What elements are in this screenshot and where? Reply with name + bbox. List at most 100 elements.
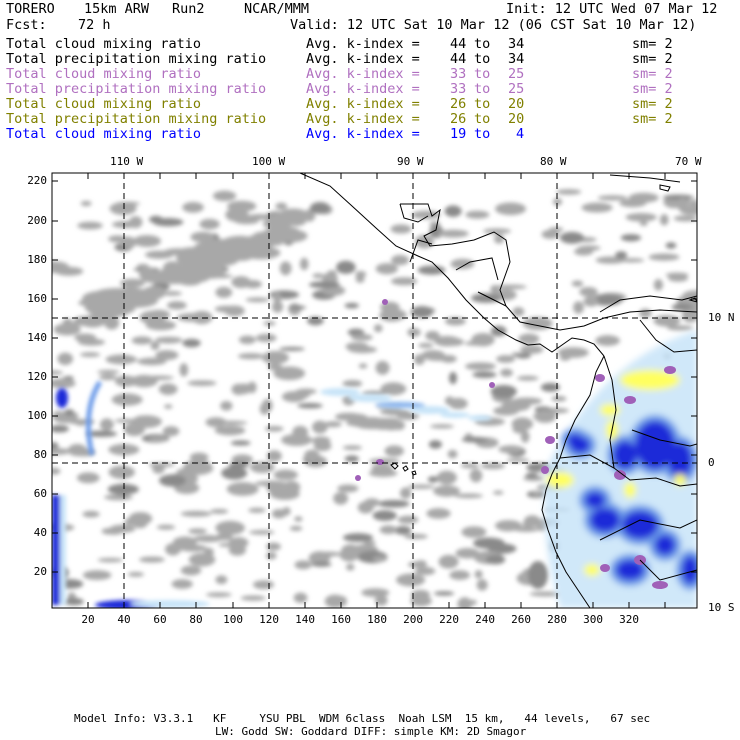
physics-info: LW: Godd SW: Goddard DIFF: simple KM: 2D…: [215, 725, 527, 738]
cloud-blob: [396, 573, 426, 587]
cloud-blob: [540, 382, 560, 392]
legend-row: Total precipitation mixing ratio Avg. k-i…: [6, 51, 736, 67]
cloud-blob: [164, 404, 173, 409]
cloud-blob: [120, 278, 145, 288]
cloud-blob: [415, 567, 436, 576]
cloud-blob: [449, 570, 471, 580]
plot-frame: [51, 172, 698, 609]
cloud-blob: [444, 317, 466, 326]
cloud-blob: [188, 528, 207, 535]
cloud-blob: [273, 366, 306, 381]
cloud-blob: [342, 380, 363, 388]
cloud-blob: [256, 236, 274, 250]
cloud-blob: [86, 430, 118, 438]
y-tick-label: 120: [27, 370, 48, 383]
precip-blob: [682, 556, 697, 584]
cloud-blob: [150, 341, 160, 351]
legend-row: Total cloud mixing ratio Avg. k-index = 33…: [6, 66, 736, 82]
cloud-blob: [173, 536, 198, 548]
cloud-blob: [364, 498, 380, 507]
cloud-blob: [294, 516, 303, 522]
magenta-blob: [545, 436, 555, 444]
magenta-blob: [541, 466, 549, 474]
cloud-blob: [263, 321, 276, 326]
cloud-blob: [333, 492, 349, 505]
cloud-blob: [281, 433, 313, 446]
cloud-blob: [248, 530, 275, 535]
coastline: [639, 319, 697, 353]
cloud-blob: [57, 352, 73, 366]
legend-smoothing: sm= 2: [632, 111, 673, 127]
yellow-blob: [620, 370, 680, 390]
cloud-blob: [180, 510, 212, 517]
cloud-blob: [127, 572, 145, 577]
cloud-blob: [344, 455, 359, 463]
magenta-blob: [600, 564, 610, 572]
latitude-label: 10 S: [708, 601, 735, 614]
cloud-blob: [468, 599, 477, 606]
legend-field: Total cloud mixing ratio: [6, 36, 202, 52]
yellow-blob: [600, 404, 620, 416]
cloud-blob: [104, 494, 133, 501]
x-tick-label: 20: [81, 613, 95, 626]
coastline: [631, 429, 697, 447]
legend-to-word: to: [474, 126, 491, 142]
precip-blob: [130, 600, 210, 608]
cloud-blob: [659, 214, 669, 226]
legend-field: Total precipitation mixing ratio: [6, 111, 267, 127]
cloud-blob: [429, 424, 454, 429]
cloud-blob: [433, 485, 461, 497]
cloud-blob: [420, 591, 430, 597]
cloud-blob: [372, 555, 388, 563]
longitude-label: 90 W: [397, 155, 424, 168]
cloud-blob: [289, 525, 303, 532]
cloud-blob: [473, 537, 505, 549]
model-name: TORERO: [6, 1, 55, 17]
precip-blob: [348, 394, 392, 402]
cloud-blob: [341, 544, 360, 559]
cloud-blob: [215, 286, 233, 298]
cloud-blob: [374, 595, 388, 606]
cloud-blob: [410, 305, 433, 318]
cloud-blob: [249, 461, 275, 474]
coastline: [559, 454, 697, 487]
cloud-blob: [436, 470, 457, 485]
magenta-blob: [382, 299, 388, 305]
cloud-blob: [311, 436, 331, 445]
magenta-blob: [614, 470, 626, 480]
legend-kindex-to: 25: [508, 66, 525, 82]
cloud-blob: [348, 346, 378, 354]
coastline: [299, 173, 605, 357]
cloud-blob: [520, 430, 530, 443]
cloud-blob: [511, 397, 543, 405]
precip-blob: [668, 442, 692, 478]
cloud-blob: [99, 374, 117, 381]
cloud-blob: [266, 552, 277, 560]
cloud-blob: [182, 202, 204, 213]
cloud-blob: [82, 570, 112, 581]
cloud-blob: [474, 570, 483, 579]
cloud-blob: [397, 515, 419, 524]
cloud-blob: [105, 354, 137, 365]
cloud-blob: [171, 579, 193, 589]
cloud-blob: [312, 420, 328, 434]
cloud-blob: [426, 508, 451, 519]
cloud-blob: [149, 316, 163, 330]
precip-streak: [85, 380, 103, 456]
cloud-blob: [363, 540, 376, 546]
cloud-blob: [281, 391, 306, 403]
legend-smoothing: sm= 2: [632, 66, 673, 82]
cloud-blob: [190, 231, 215, 243]
cloud-blob: [273, 469, 298, 481]
precip-blob: [655, 535, 675, 555]
x-tick-label: 220: [439, 613, 459, 626]
magenta-blob: [376, 459, 384, 465]
cloud-blob: [532, 490, 541, 497]
legend-field: Total cloud mixing ratio: [6, 96, 202, 112]
cloud-blob: [689, 199, 697, 210]
coastline: [390, 462, 399, 470]
cloud-blob: [189, 452, 209, 462]
cloud-blob: [498, 445, 524, 454]
cloud-blob: [67, 444, 87, 457]
cloud-blob: [52, 448, 72, 455]
